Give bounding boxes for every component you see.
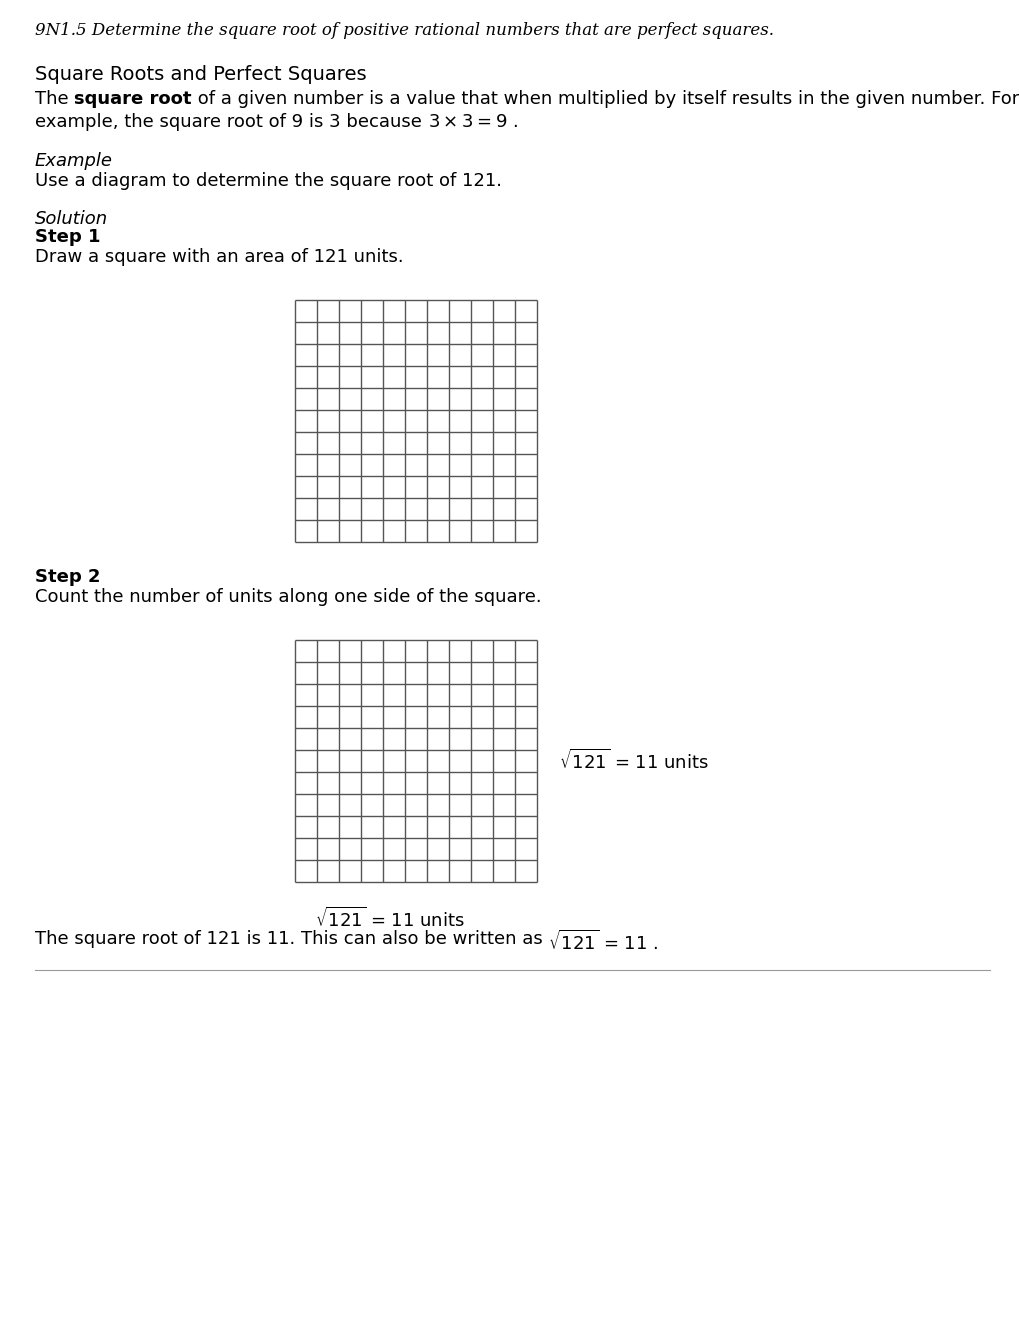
- Text: $3 \times 3 = 9$ .: $3 \times 3 = 9$ .: [427, 114, 517, 131]
- Text: Count the number of units along one side of the square.: Count the number of units along one side…: [35, 587, 541, 606]
- Text: The: The: [35, 90, 74, 108]
- Text: Use a diagram to determine the square root of 121.: Use a diagram to determine the square ro…: [35, 172, 501, 190]
- Text: Draw a square with an area of 121 units.: Draw a square with an area of 121 units.: [35, 248, 404, 267]
- Text: Solution: Solution: [35, 210, 108, 228]
- Text: Example: Example: [35, 152, 113, 170]
- Text: The square root of 121 is 11. This can also be written as: The square root of 121 is 11. This can a…: [35, 931, 548, 948]
- Text: $\sqrt{121}$ = 11 units: $\sqrt{121}$ = 11 units: [315, 907, 465, 931]
- Text: $\sqrt{121}$ = 11 units: $\sqrt{121}$ = 11 units: [558, 748, 708, 774]
- Text: square root: square root: [74, 90, 192, 108]
- Text: example, the square root of 9 is 3 because: example, the square root of 9 is 3 becau…: [35, 114, 427, 131]
- Text: Square Roots and Perfect Squares: Square Roots and Perfect Squares: [35, 65, 366, 84]
- Text: of a given number is a value that when multiplied by itself results in the given: of a given number is a value that when m…: [192, 90, 1018, 108]
- Text: Step 1: Step 1: [35, 228, 101, 246]
- Text: 9N1.5 Determine the square root of positive rational numbers that are perfect sq: 9N1.5 Determine the square root of posit…: [35, 22, 773, 40]
- Text: $\sqrt{121}$ = 11 .: $\sqrt{121}$ = 11 .: [548, 931, 658, 954]
- Text: Step 2: Step 2: [35, 568, 101, 586]
